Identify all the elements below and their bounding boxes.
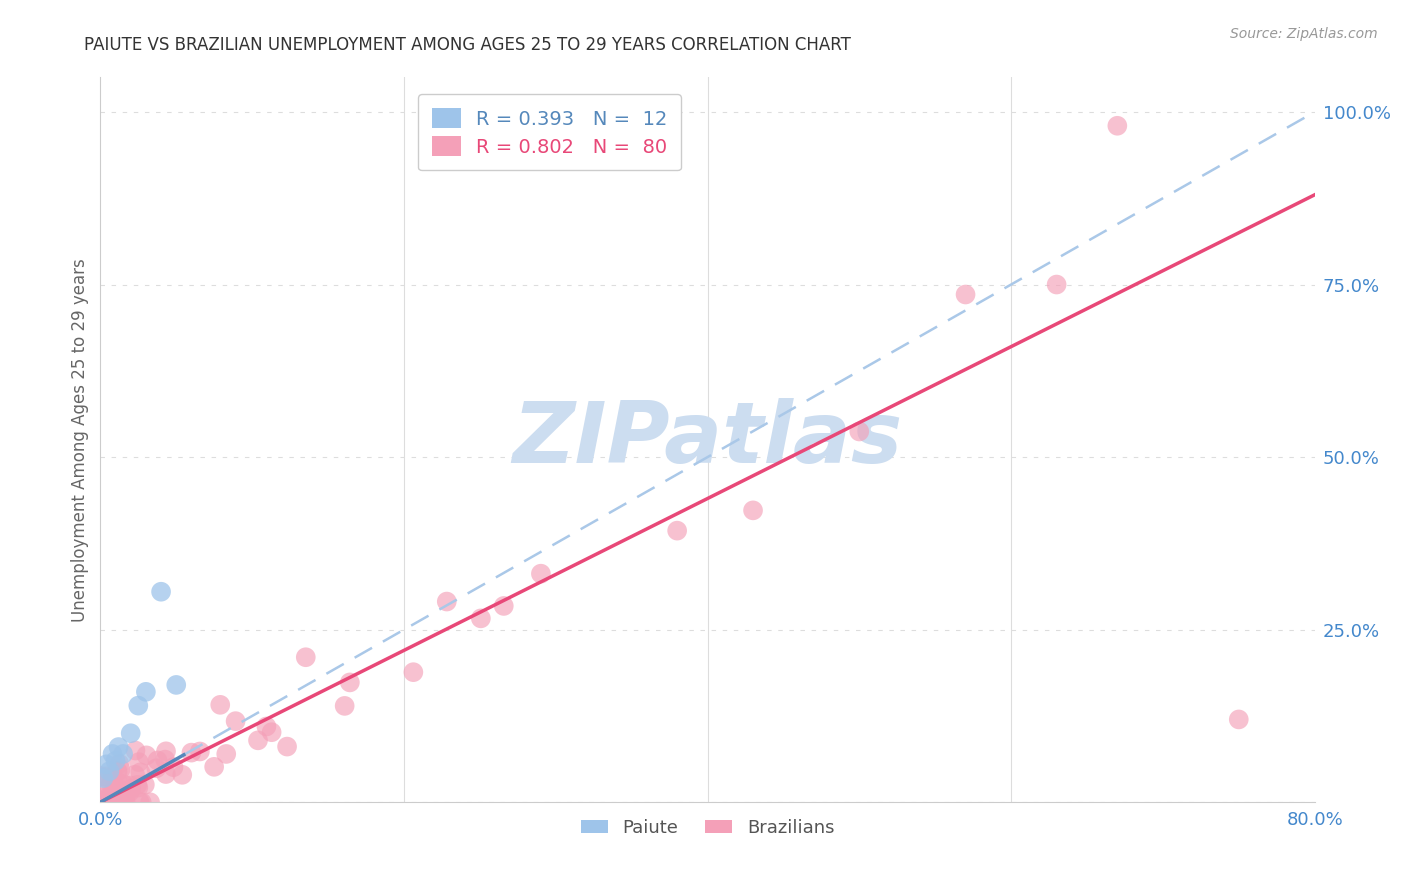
Text: PAIUTE VS BRAZILIAN UNEMPLOYMENT AMONG AGES 25 TO 29 YEARS CORRELATION CHART: PAIUTE VS BRAZILIAN UNEMPLOYMENT AMONG A… bbox=[84, 36, 851, 54]
Point bbox=[530, 566, 553, 581]
Point bbox=[98, 764, 121, 779]
Point bbox=[139, 795, 162, 809]
Point bbox=[101, 784, 124, 798]
Point bbox=[202, 760, 225, 774]
Point bbox=[127, 780, 149, 795]
Point bbox=[118, 785, 141, 799]
Point bbox=[96, 795, 118, 809]
Point bbox=[120, 781, 142, 796]
Point bbox=[96, 795, 118, 809]
Point bbox=[333, 698, 356, 713]
Point bbox=[101, 747, 124, 761]
Point bbox=[111, 795, 134, 809]
Point bbox=[276, 739, 298, 754]
Point bbox=[91, 790, 114, 805]
Point bbox=[153, 753, 176, 767]
Point bbox=[98, 792, 121, 806]
Point bbox=[105, 790, 128, 805]
Text: ZIPatlas: ZIPatlas bbox=[512, 399, 903, 482]
Point bbox=[107, 764, 129, 779]
Point bbox=[124, 768, 146, 782]
Point bbox=[254, 719, 277, 733]
Point bbox=[98, 795, 121, 809]
Point bbox=[209, 698, 232, 712]
Point bbox=[155, 767, 177, 781]
Point bbox=[120, 779, 142, 793]
Point bbox=[93, 771, 115, 785]
Point bbox=[1046, 277, 1069, 292]
Point bbox=[155, 744, 177, 758]
Point bbox=[127, 698, 149, 713]
Point bbox=[955, 287, 977, 301]
Point bbox=[107, 789, 129, 804]
Point bbox=[91, 787, 114, 801]
Point bbox=[114, 795, 136, 809]
Point bbox=[101, 795, 124, 809]
Point bbox=[90, 769, 112, 783]
Point bbox=[165, 678, 187, 692]
Point bbox=[470, 611, 492, 625]
Point bbox=[104, 754, 127, 768]
Point bbox=[215, 747, 238, 761]
Point bbox=[105, 795, 128, 809]
Point bbox=[97, 789, 120, 804]
Text: Source: ZipAtlas.com: Source: ZipAtlas.com bbox=[1230, 27, 1378, 41]
Legend: Paiute, Brazilians: Paiute, Brazilians bbox=[574, 812, 841, 844]
Point bbox=[436, 594, 458, 608]
Point bbox=[1107, 119, 1129, 133]
Point bbox=[135, 685, 157, 699]
Point bbox=[294, 650, 316, 665]
Point bbox=[124, 743, 146, 757]
Y-axis label: Unemployment Among Ages 25 to 29 years: Unemployment Among Ages 25 to 29 years bbox=[72, 258, 89, 622]
Point bbox=[103, 795, 125, 809]
Point bbox=[146, 753, 169, 767]
Point bbox=[112, 777, 135, 791]
Point bbox=[339, 675, 361, 690]
Point bbox=[145, 761, 167, 775]
Point bbox=[91, 795, 114, 809]
Point bbox=[135, 748, 157, 763]
Point bbox=[180, 746, 202, 760]
Point bbox=[402, 665, 425, 680]
Point bbox=[742, 503, 765, 517]
Point bbox=[101, 769, 124, 783]
Point bbox=[128, 755, 150, 769]
Point bbox=[848, 425, 870, 439]
Point bbox=[93, 795, 115, 809]
Point bbox=[104, 780, 127, 794]
Point bbox=[105, 764, 128, 778]
Point bbox=[666, 524, 689, 538]
Point bbox=[129, 765, 152, 780]
Point bbox=[108, 756, 131, 771]
Point bbox=[131, 795, 153, 809]
Point bbox=[105, 781, 128, 796]
Point bbox=[260, 725, 283, 739]
Point bbox=[162, 760, 184, 774]
Point bbox=[188, 744, 211, 758]
Point bbox=[1227, 713, 1250, 727]
Point bbox=[96, 769, 118, 783]
Point bbox=[134, 778, 156, 792]
Point bbox=[100, 776, 122, 790]
Point bbox=[107, 775, 129, 789]
Point bbox=[96, 757, 118, 772]
Point bbox=[94, 793, 117, 807]
Point bbox=[225, 714, 247, 728]
Point bbox=[492, 599, 515, 613]
Point bbox=[247, 733, 270, 747]
Point bbox=[107, 739, 129, 754]
Point bbox=[114, 789, 136, 803]
Point bbox=[150, 584, 173, 599]
Point bbox=[108, 781, 131, 796]
Point bbox=[120, 726, 142, 740]
Point bbox=[110, 763, 132, 777]
Point bbox=[101, 792, 124, 806]
Point bbox=[128, 795, 150, 809]
Point bbox=[112, 747, 135, 761]
Point bbox=[172, 768, 194, 782]
Point bbox=[127, 778, 149, 792]
Point bbox=[110, 792, 132, 806]
